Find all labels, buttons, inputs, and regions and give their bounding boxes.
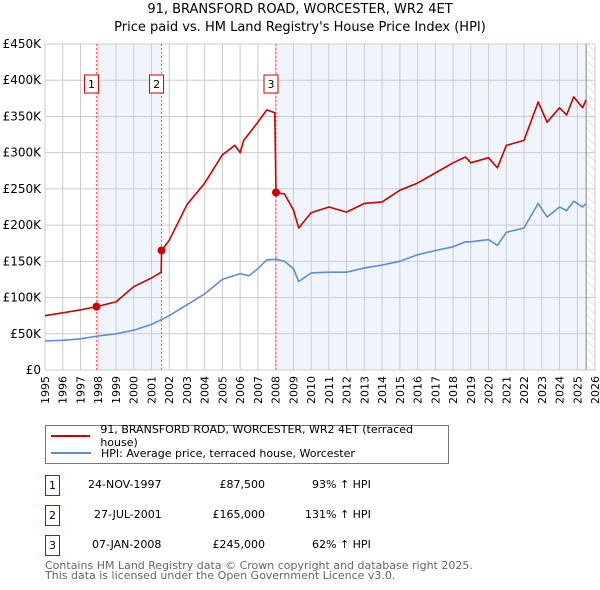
x-tick-label: 1999 xyxy=(110,376,123,404)
y-tick-label: £150K xyxy=(3,254,43,268)
sale-label-box xyxy=(83,74,99,94)
y-tick-label: £400K xyxy=(3,73,43,87)
x-tick-label: 2009 xyxy=(287,376,300,404)
x-tick-label: 2015 xyxy=(394,376,407,404)
future-hatch xyxy=(586,44,595,370)
y-tick-label: £350K xyxy=(3,109,43,123)
sale-label: 3 xyxy=(268,78,275,91)
x-tick-label: 2018 xyxy=(447,376,460,404)
sale-hpi: 93% ↑ HPI xyxy=(312,478,371,491)
y-tick-label: £250K xyxy=(3,182,43,196)
sale-marker-label: 2 xyxy=(45,505,60,526)
x-tick-label: 2014 xyxy=(376,376,389,404)
x-tick-label: 1997 xyxy=(74,376,87,404)
legend-item-hpi: HPI: Average price, terraced house, Worc… xyxy=(51,445,355,461)
x-tick-label: 2020 xyxy=(483,376,496,404)
sale-point xyxy=(272,188,280,197)
series-line xyxy=(44,96,587,317)
sale-label-box xyxy=(263,74,279,94)
sale-price: £245,000 xyxy=(212,538,266,551)
plot-area: 1995 1996 1997 1998 1999 2000 2001 2002 2003 2004… xyxy=(3,37,600,404)
sale-row: 3 07-JAN-2008 £245,000 62% ↑ HPI xyxy=(45,535,465,557)
chart-title: 91, BRANSFORD ROAD, WORCESTER, WR2 4ET xyxy=(147,2,453,17)
sale-date: 27-JUL-2001 xyxy=(94,508,162,521)
sale-point xyxy=(92,302,101,311)
x-tick-label: 2000 xyxy=(128,376,141,404)
sale-label: 1 xyxy=(88,78,95,91)
x-tick-label: 2023 xyxy=(536,376,549,404)
sale-hpi: 131% ↑ HPI xyxy=(305,508,371,521)
x-tick-label: 2008 xyxy=(270,376,283,404)
y-tick-label: £100K xyxy=(3,291,43,305)
sale-marker-label: 3 xyxy=(45,535,60,556)
y-tick-label: £50K xyxy=(10,327,42,341)
y-tick-label: £0 xyxy=(26,363,41,377)
x-tick-label: 2004 xyxy=(199,376,212,404)
x-tick-label: 2001 xyxy=(145,376,158,404)
sale-marker-label: 1 xyxy=(45,475,60,496)
y-tick-label: £300K xyxy=(3,146,43,160)
legend-swatch-red xyxy=(51,435,91,437)
sale-row: 2 27-JUL-2001 £165,000 131% ↑ HPI xyxy=(45,505,465,527)
sale-date: 24-NOV-1997 xyxy=(88,478,162,491)
x-tick-label: 2003 xyxy=(181,376,194,404)
x-tick-label: 2010 xyxy=(305,376,318,404)
sale-point xyxy=(157,246,166,255)
x-tick-label: 2013 xyxy=(358,376,371,404)
x-tick-label: 2011 xyxy=(323,376,336,404)
legend-label: 91, BRANSFORD ROAD, WORCESTER, WR2 4ET (… xyxy=(100,423,413,449)
sale-date: 07-JAN-2008 xyxy=(92,538,162,551)
y-tick-label: £200K xyxy=(3,218,43,232)
footer-licence: This data is licensed under the Open Gov… xyxy=(45,569,396,582)
y-tick-label: £450K xyxy=(3,37,43,51)
x-tick-label: 2006 xyxy=(234,376,247,404)
x-tick-label: 1996 xyxy=(57,376,70,404)
footer: Contains HM Land Registry data © Crown c… xyxy=(45,559,473,582)
x-tick-label: 2022 xyxy=(518,376,531,404)
x-tick-label: 2002 xyxy=(163,376,176,404)
x-tick-label: 2012 xyxy=(341,376,354,404)
footer-copyright: Contains HM Land Registry data © Crown c… xyxy=(45,559,473,572)
x-tick-label: 2017 xyxy=(429,376,442,404)
chart-subtitle: Price paid vs. HM Land Registry's House … xyxy=(114,20,486,35)
sale-label-box xyxy=(149,74,165,94)
plot-border xyxy=(44,43,596,371)
series-line xyxy=(44,200,587,342)
sale-row: 1 24-NOV-1997 £87,500 93% ↑ HPI xyxy=(45,475,465,497)
x-tick-label: 2005 xyxy=(216,376,229,404)
legend-item-property: 91, BRANSFORD ROAD, WORCESTER, WR2 4ET (… xyxy=(51,423,448,449)
shaded-region xyxy=(96,44,162,370)
sale-price: £165,000 xyxy=(212,508,266,521)
x-tick-label: 2026 xyxy=(589,376,600,404)
x-tick-label: 2021 xyxy=(500,376,513,404)
x-tick-label: 2007 xyxy=(252,376,265,404)
legend-label: HPI: Average price, terraced house, Worc… xyxy=(101,446,355,460)
x-tick-label: 1995 xyxy=(39,376,52,404)
sale-label: 2 xyxy=(153,78,160,91)
sale-price: £87,500 xyxy=(219,478,266,491)
legend-swatch-blue xyxy=(51,452,91,454)
legend: 91, BRANSFORD ROAD, WORCESTER, WR2 4ET (… xyxy=(45,423,449,464)
x-tick-label: 2016 xyxy=(412,376,425,404)
x-tick-label: 2024 xyxy=(554,376,567,404)
x-tick-label: 1998 xyxy=(92,376,105,404)
sale-hpi: 62% ↑ HPI xyxy=(312,538,371,551)
x-tick-label: 2025 xyxy=(571,376,584,404)
x-tick-label: 2019 xyxy=(465,376,478,404)
